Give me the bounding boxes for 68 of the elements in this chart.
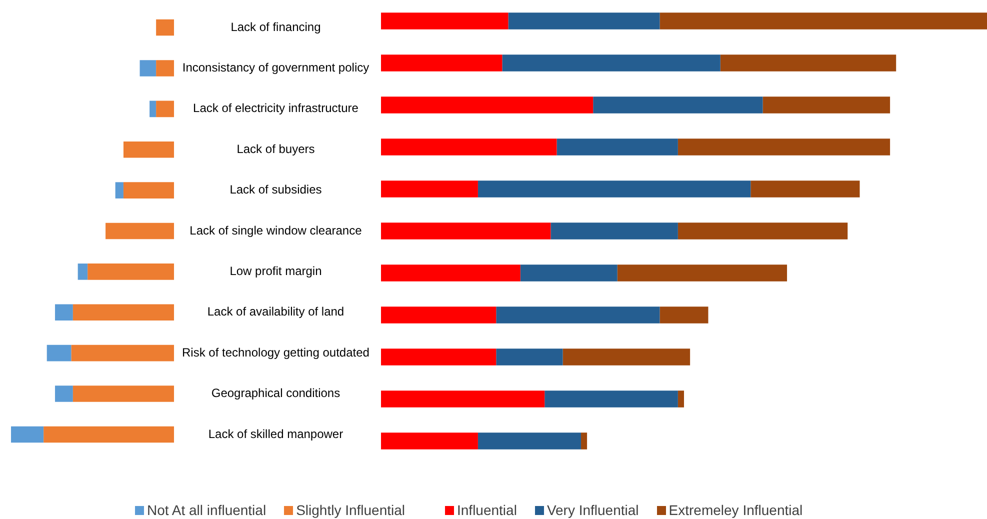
y-tick-label: Risk of technology getting outdated [182,345,370,360]
y-tick-label: Geographical conditions [211,386,340,400]
legend-label: Influential [457,502,517,518]
y-tick-label: Lack of single window clearance [190,223,362,238]
bar [55,386,73,402]
legend-label: Extremeley Influential [668,502,803,518]
bar [508,12,660,30]
bar [11,426,44,443]
bar [381,138,557,156]
bar [544,390,678,408]
bar [678,138,890,156]
bar [381,264,520,282]
bar [72,386,174,402]
bar [520,264,618,282]
bar [381,96,594,114]
y-tick-label: Lack of availability of land [207,304,344,319]
bar [44,426,174,443]
bar [156,60,174,76]
bar [156,100,174,118]
y-tick-label: Lack of financing [230,20,321,34]
bar [660,306,708,324]
y-tick-label: Lack of subsidies [230,182,322,197]
bar [150,100,156,118]
bar [762,96,890,114]
bar [720,54,896,72]
bar [381,12,508,30]
bar [550,222,678,240]
bar [381,222,551,240]
bar [502,54,720,72]
bar [562,348,690,366]
bar [381,306,496,324]
bar [678,390,684,408]
bar [496,348,563,366]
bar [478,432,581,450]
bar [617,264,788,282]
y-tick-label: Lack of skilled manpower [208,426,344,441]
bar [71,344,174,362]
bar [156,19,174,36]
bar [123,182,174,198]
bar [115,182,124,198]
bar [106,222,174,240]
bar [478,180,751,198]
legend-label: Very Influential [546,502,639,518]
bar [660,12,987,30]
bar [381,390,545,408]
bar [750,180,860,198]
bar [381,432,478,450]
bar [140,60,156,76]
bar [496,306,660,324]
y-tick-label: Inconsistancy of government policy [182,60,370,75]
y-tick-label: Low profit margin [230,264,322,278]
bar [580,432,588,450]
y-tick-label: Lack of electricity infrastructure [193,101,359,116]
bar [678,222,848,240]
y-tick-label: Lack of buyers [236,142,315,156]
bar [78,264,88,280]
legend-label: Slightly Influential [296,502,406,518]
bar [593,96,763,114]
legend-label: Not At all influential [147,502,266,518]
bar [556,138,678,156]
bar [381,180,478,198]
bar [46,344,72,362]
bar [72,304,174,321]
bar [55,304,73,321]
bar [381,54,502,72]
bar [123,141,174,158]
bar [381,348,496,366]
bar [88,264,174,280]
